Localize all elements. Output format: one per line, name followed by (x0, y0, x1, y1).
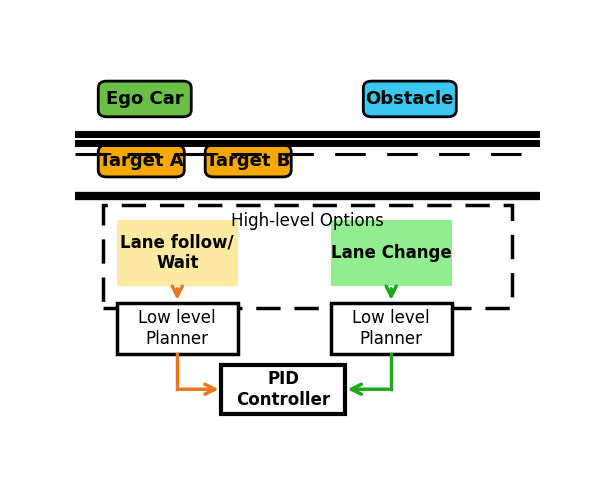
Text: Low level
Planner: Low level Planner (139, 309, 216, 347)
FancyBboxPatch shape (98, 81, 191, 117)
Text: Target B: Target B (206, 152, 290, 170)
Text: High-level Options: High-level Options (231, 212, 384, 230)
Text: Obstacle: Obstacle (365, 90, 454, 108)
Text: Ego Car: Ego Car (106, 90, 184, 108)
FancyBboxPatch shape (205, 145, 291, 177)
Text: Low level
Planner: Low level Planner (352, 309, 430, 347)
FancyBboxPatch shape (98, 145, 184, 177)
Bar (221, 365, 345, 414)
Bar (117, 303, 238, 353)
Bar (331, 303, 452, 353)
Bar (103, 205, 512, 308)
FancyBboxPatch shape (364, 81, 457, 117)
Bar (117, 220, 238, 286)
Bar (331, 220, 452, 286)
Text: Lane follow/
Wait: Lane follow/ Wait (121, 234, 234, 272)
Text: Target A: Target A (99, 152, 184, 170)
Text: Lane Change: Lane Change (331, 244, 452, 262)
Text: PID
Controller: PID Controller (236, 370, 330, 408)
